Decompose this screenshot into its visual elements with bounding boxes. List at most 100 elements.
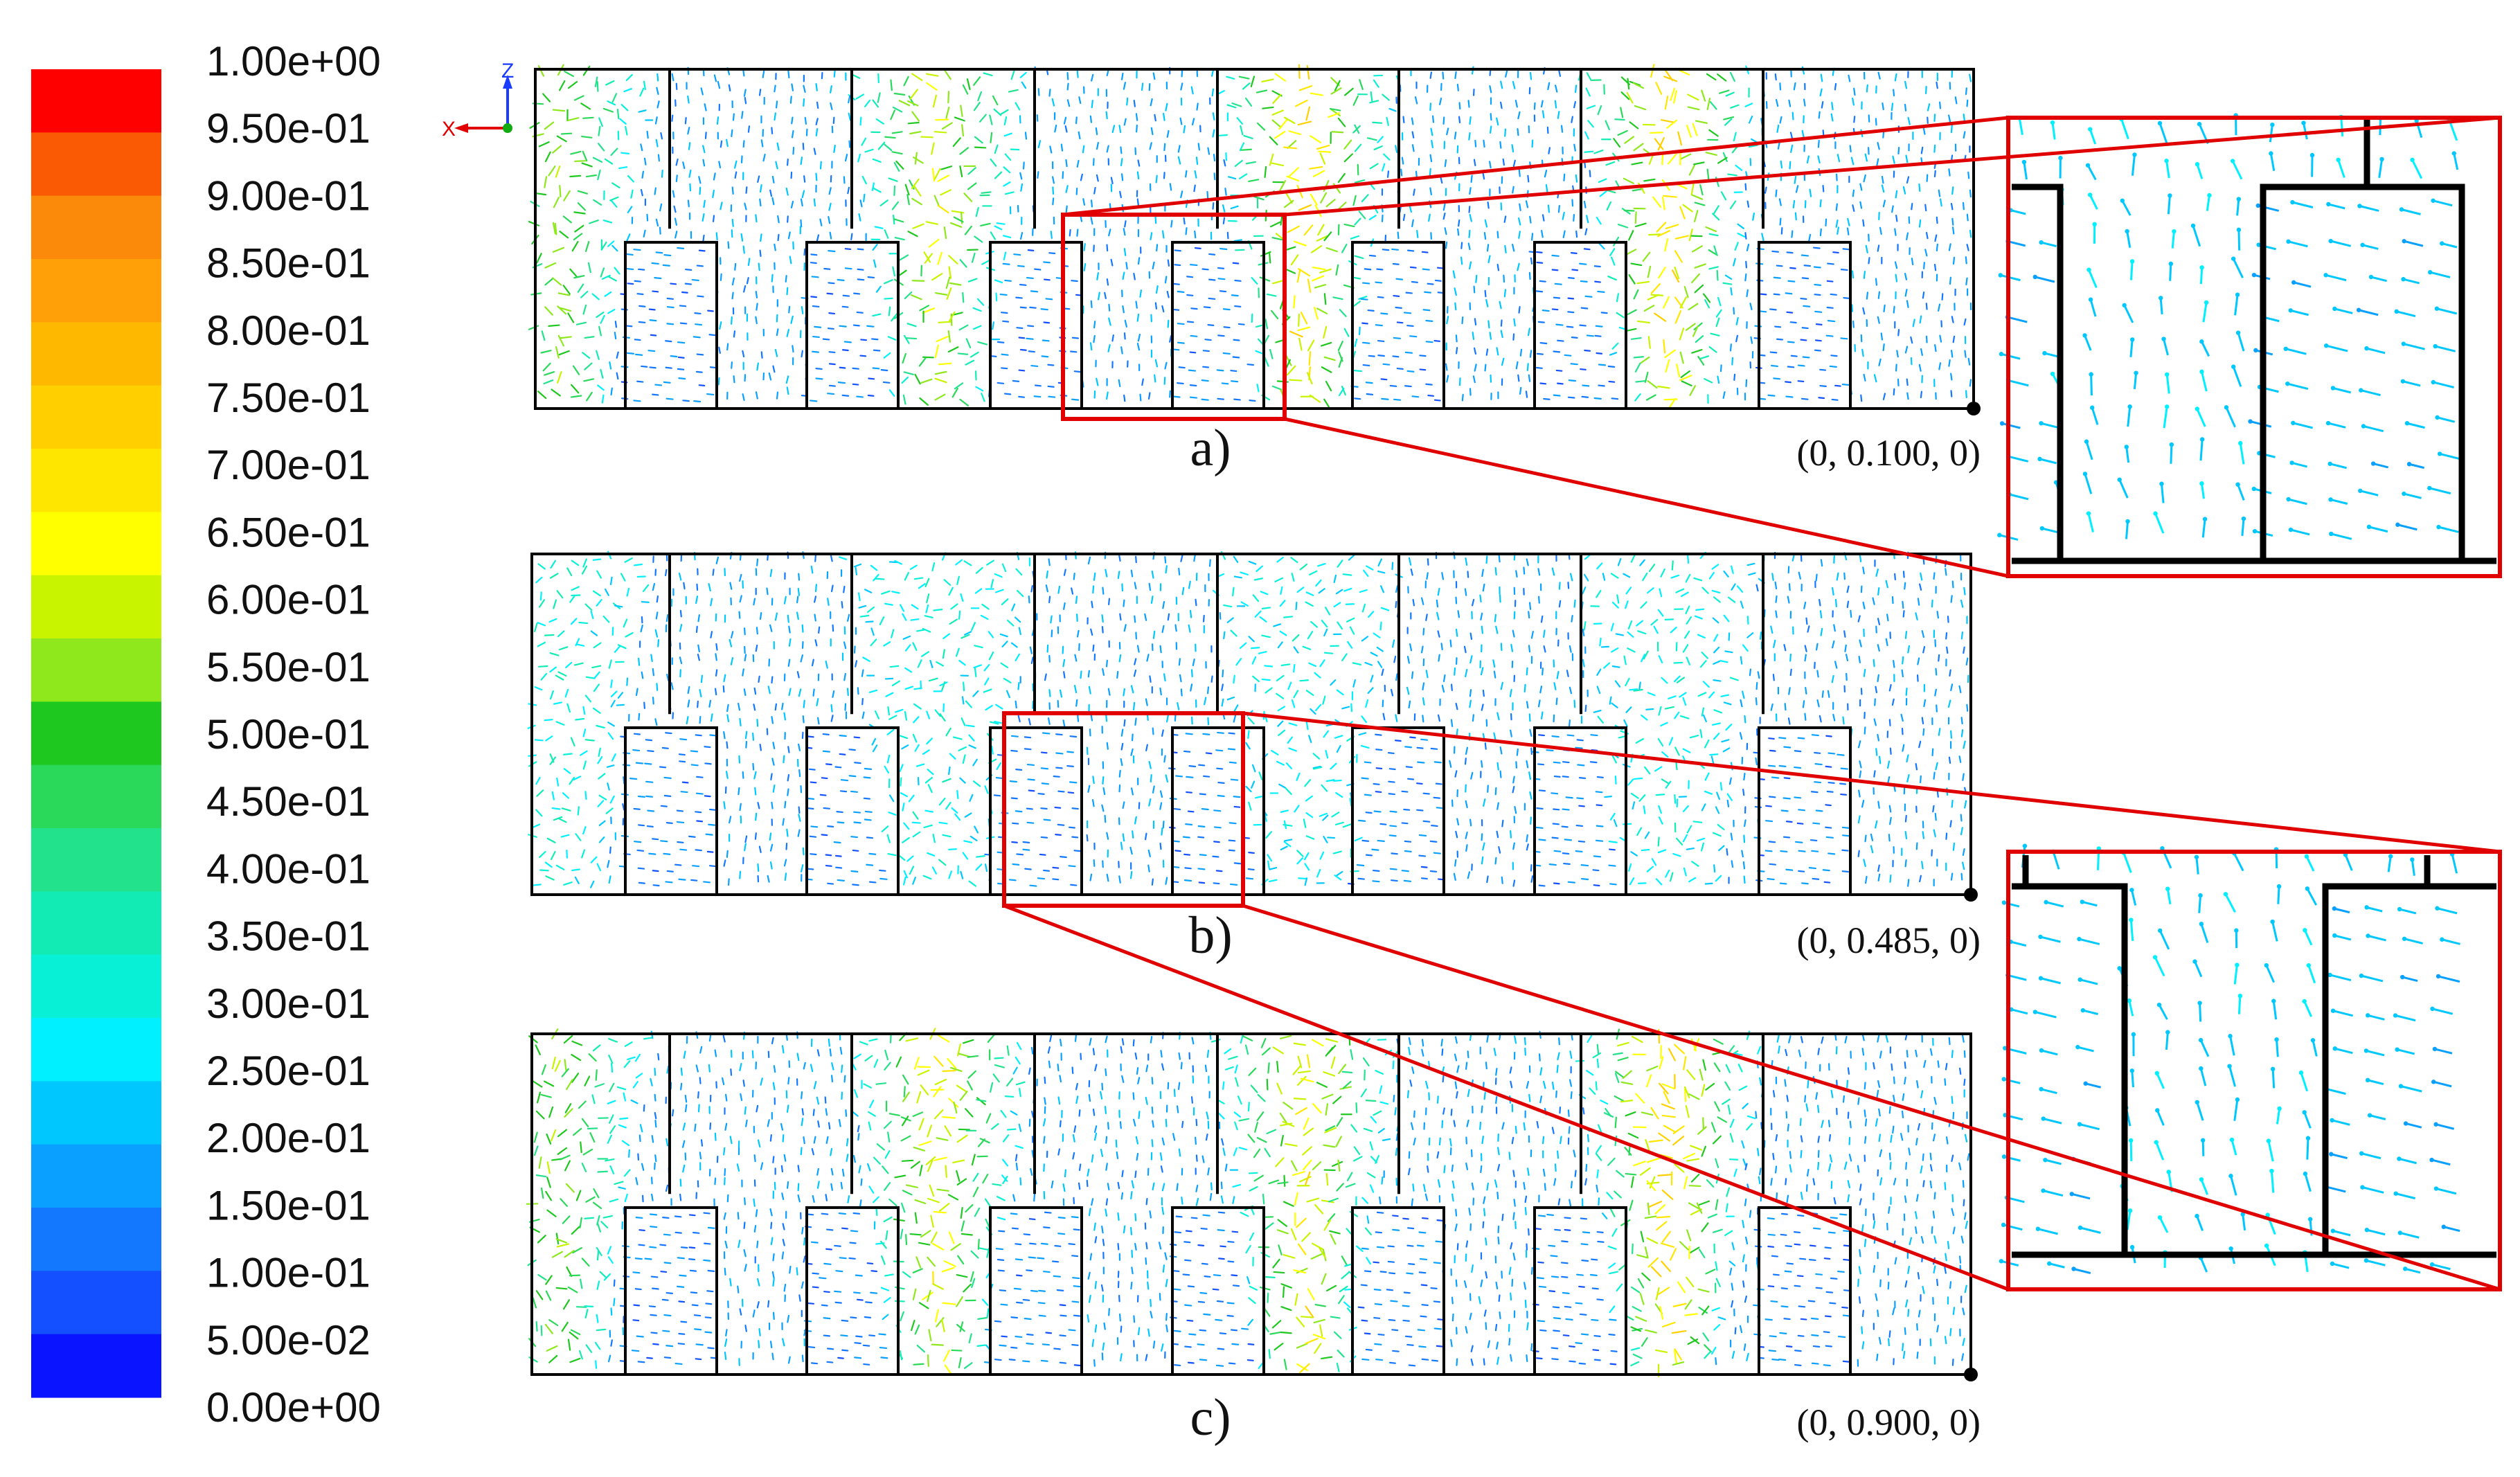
velocity-vector — [604, 588, 609, 596]
velocity-vector — [855, 93, 865, 100]
velocity-vector — [1657, 609, 1664, 617]
velocity-vector — [948, 848, 957, 850]
velocity-vector — [1702, 293, 1711, 303]
velocity-vector — [1937, 1060, 1940, 1068]
velocity-vector — [1719, 364, 1722, 373]
velocity-vector — [626, 352, 635, 355]
velocity-vector — [1264, 165, 1267, 179]
velocity-vector — [1835, 220, 1839, 228]
velocity-vector — [987, 1034, 995, 1043]
velocity-vector — [972, 307, 982, 312]
velocity-vector — [1596, 589, 1602, 598]
velocity-vector — [1388, 107, 1397, 112]
velocity-vector — [1093, 187, 1096, 195]
velocity-vector — [1904, 80, 1908, 89]
velocity-vector — [1280, 663, 1291, 667]
velocity-vector — [1245, 742, 1251, 750]
velocity-vector — [1849, 145, 1852, 153]
velocity-vector — [831, 1062, 834, 1071]
velocity-vector — [1727, 1045, 1735, 1055]
velocity-vector — [1337, 621, 1343, 630]
velocity-vector — [1526, 667, 1528, 676]
velocity-vector — [1654, 766, 1663, 772]
velocity-vector — [1172, 348, 1180, 351]
velocity-vector — [830, 102, 833, 110]
velocity-vector — [1659, 588, 1663, 598]
heat-source-block — [1171, 240, 1265, 410]
velocity-vector — [1787, 280, 1796, 283]
velocity-vector — [941, 681, 946, 691]
velocity-vector — [859, 355, 867, 357]
velocity-vector — [600, 241, 607, 251]
velocity-vector — [1086, 746, 1089, 755]
velocity-vector — [1285, 762, 1293, 769]
velocity-vector — [1725, 724, 1733, 731]
velocity-vector — [1702, 1059, 1706, 1071]
velocity-vector — [744, 202, 747, 211]
velocity-vector — [976, 855, 985, 858]
velocity-vector — [573, 233, 583, 241]
velocity-vector — [608, 1054, 614, 1064]
velocity-vector — [1518, 306, 1521, 314]
velocity-vector — [1554, 100, 1557, 109]
velocity-vector — [577, 202, 587, 211]
velocity-vector — [1598, 364, 1607, 366]
velocity-vector — [1875, 118, 1877, 126]
velocity-vector — [1163, 143, 1166, 152]
velocity-vector — [1730, 832, 1733, 841]
velocity-vector — [864, 818, 872, 821]
velocity-vector — [886, 728, 895, 735]
velocity-vector — [1368, 355, 1375, 357]
velocity-vector — [1129, 846, 1133, 855]
velocity-vector — [762, 70, 765, 78]
velocity-vector — [814, 639, 818, 647]
velocity-vector — [598, 773, 606, 780]
velocity-vector — [580, 102, 591, 110]
velocity-vector — [775, 161, 778, 170]
velocity-vector — [551, 388, 561, 397]
velocity-vector — [1040, 807, 1048, 810]
velocity-vector — [1582, 628, 1585, 637]
velocity-vector — [1547, 204, 1551, 213]
velocity-vector — [803, 84, 806, 93]
velocity-vector — [965, 359, 975, 366]
velocity-vector — [1123, 599, 1125, 607]
velocity-vector — [1364, 794, 1372, 796]
velocity-vector — [1852, 204, 1855, 212]
velocity-vector — [744, 374, 747, 382]
velocity-vector — [981, 393, 985, 402]
velocity-vector — [1093, 572, 1096, 581]
velocity-vector — [1247, 730, 1250, 740]
velocity-vector — [1118, 379, 1121, 387]
velocity-vector — [636, 849, 645, 852]
velocity-vector — [858, 213, 861, 222]
velocity-vector — [1276, 1061, 1279, 1073]
velocity-vector — [1964, 800, 1967, 809]
velocity-vector — [1189, 609, 1192, 618]
velocity-vector — [1557, 205, 1560, 213]
velocity-vector — [643, 80, 646, 91]
velocity-vector — [949, 1066, 963, 1073]
velocity-vector — [855, 660, 858, 668]
velocity-vector — [1623, 655, 1627, 665]
velocity-vector — [1542, 110, 1545, 118]
velocity-vector — [1807, 625, 1810, 633]
velocity-vector — [1969, 73, 1972, 82]
velocity-vector — [627, 174, 634, 183]
velocity-vector — [1188, 580, 1191, 589]
velocity-vector — [659, 766, 667, 769]
velocity-vector — [663, 254, 672, 257]
velocity-vector — [912, 156, 924, 164]
velocity-vector — [955, 559, 963, 566]
velocity-vector — [1882, 393, 1886, 400]
velocity-vector — [1794, 766, 1802, 769]
velocity-vector — [1691, 348, 1703, 354]
velocity-vector — [760, 1077, 763, 1086]
velocity-vector — [551, 791, 555, 800]
velocity-vector — [990, 158, 997, 167]
velocity-vector — [893, 92, 906, 96]
velocity-vector — [1553, 775, 1561, 778]
velocity-vector — [884, 229, 889, 239]
velocity-vector — [932, 833, 936, 843]
velocity-vector — [958, 659, 966, 666]
